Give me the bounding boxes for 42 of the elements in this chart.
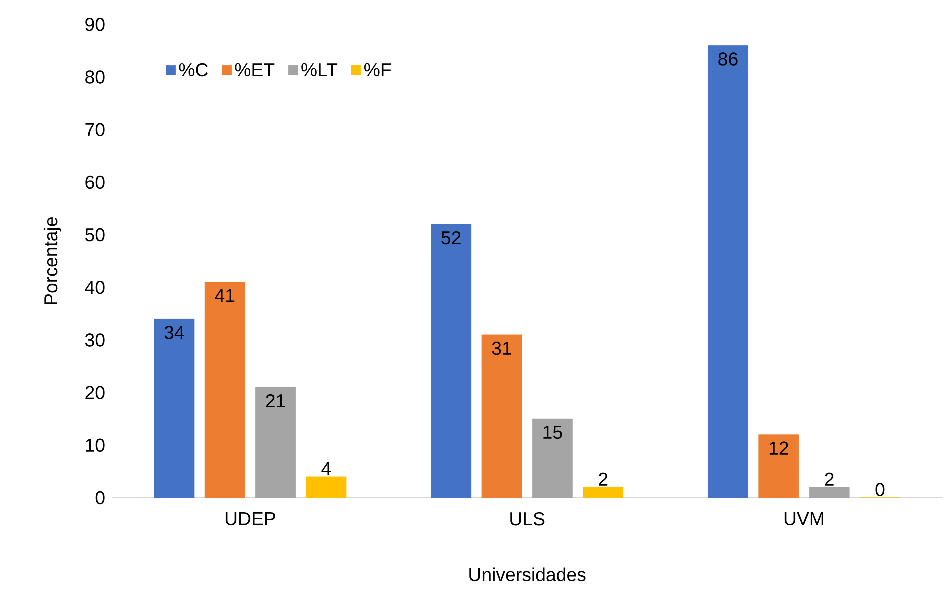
y-tick-label: 40: [85, 281, 105, 294]
data-label: 2: [825, 472, 834, 486]
data-label: 31: [492, 342, 512, 356]
bar: [482, 334, 522, 498]
y-tick-label: 50: [86, 228, 105, 242]
legend-label: %F: [364, 63, 392, 77]
x-tick-label: UVM: [784, 512, 824, 526]
data-label: 4: [322, 462, 332, 476]
legend-label: %ET: [235, 63, 275, 77]
data-label: 2: [599, 472, 608, 486]
data-label: 86: [718, 52, 738, 66]
data-label: 0: [876, 483, 885, 496]
bar: [532, 418, 573, 498]
legend-label: %LT: [302, 63, 338, 77]
y-tick-label: 70: [86, 123, 105, 136]
y-tick-label: 60: [86, 176, 105, 190]
data-label: 15: [544, 426, 562, 440]
y-tick-label: 0: [96, 491, 105, 505]
data-label: 21: [266, 394, 286, 408]
y-tick-label: 80: [86, 70, 105, 84]
data-label: 12: [770, 442, 788, 455]
data-label: 41: [215, 289, 235, 302]
bar: [758, 434, 800, 498]
bar: [306, 476, 347, 498]
data-label: 34: [164, 326, 184, 340]
y-tick-label: 10: [86, 438, 105, 452]
y-tick-label: 30: [85, 334, 105, 347]
x-axis-title: Universidades: [470, 568, 586, 582]
legend-label: %C: [179, 63, 208, 77]
bar: [708, 46, 748, 498]
y-axis-title: Porcentaje: [44, 218, 62, 304]
data-label: 52: [442, 231, 461, 245]
x-tick-label: ULS: [510, 512, 545, 526]
bar: [583, 487, 624, 498]
bar: [256, 387, 296, 498]
bar: [431, 224, 472, 498]
bar: [154, 318, 195, 498]
bar: [809, 487, 850, 498]
y-tick-label: 20: [86, 386, 105, 400]
y-tick-label: 90: [86, 18, 105, 32]
bar: [204, 282, 246, 498]
x-tick-label: UDEP: [226, 512, 276, 526]
